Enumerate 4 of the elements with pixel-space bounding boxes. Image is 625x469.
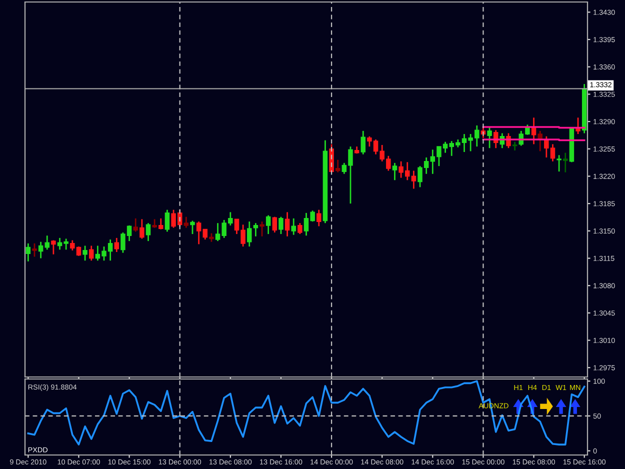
candlestick (32, 242, 37, 258)
line-series (27, 380, 586, 446)
candlestick (260, 220, 264, 238)
candlestick (82, 245, 88, 262)
